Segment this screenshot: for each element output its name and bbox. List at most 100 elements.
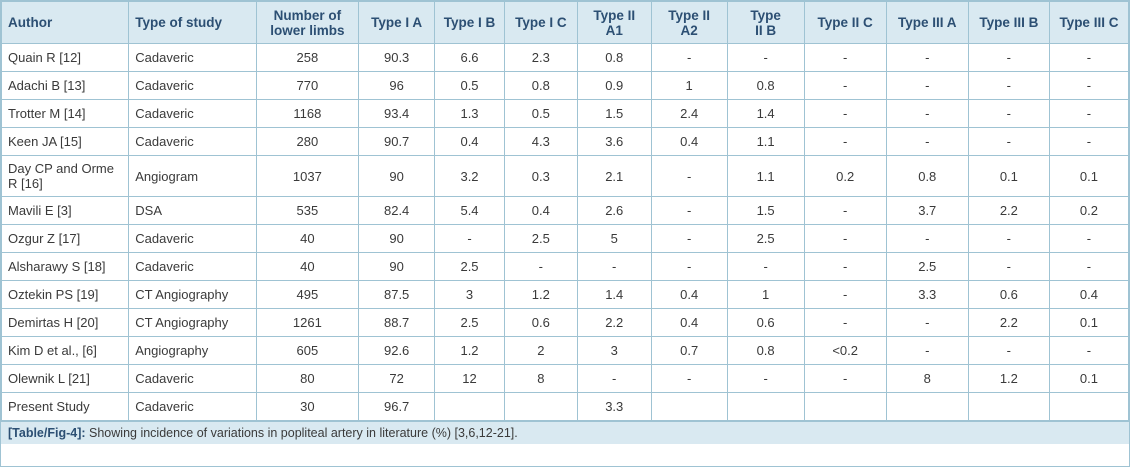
value-cell: - xyxy=(885,43,969,72)
table-row: Alsharawy S [18] Cadaveric 40 90 2.5- - - - -2.5… xyxy=(0,252,1130,281)
study-type-cell: CT Angiography xyxy=(128,308,257,337)
value-cell: 3.7 xyxy=(885,196,969,225)
value-cell: 93.4 xyxy=(358,99,436,128)
value-cell: - xyxy=(967,336,1050,365)
table-header: Author Type of study Number of lower limbs T… xyxy=(0,1,1130,44)
value-cell: 3.6 xyxy=(576,127,652,156)
value-cell: - xyxy=(1048,71,1130,100)
value-cell: - xyxy=(885,127,969,156)
value-cell: 2.5 xyxy=(503,224,578,253)
value-cell: - xyxy=(885,99,969,128)
value-cell: 72 xyxy=(358,364,436,393)
value-cell: - xyxy=(803,99,887,128)
value-cell: 280 xyxy=(255,127,360,156)
value-cell: - xyxy=(576,252,652,281)
value-cell: 605 xyxy=(255,336,360,365)
study-type-cell: Angiography xyxy=(128,336,257,365)
value-cell: 12 xyxy=(434,364,505,393)
value-cell: 2.4 xyxy=(650,99,728,128)
column-header-line: A2 xyxy=(680,22,698,38)
value-cell: - xyxy=(650,196,728,225)
column-header-line: A1 xyxy=(605,22,623,38)
value-cell: 40 xyxy=(255,224,360,253)
author-cell: Oztekin PS [19] xyxy=(0,280,130,309)
value-cell: 0.4 xyxy=(650,280,728,309)
value-cell: 2 xyxy=(503,336,578,365)
value-cell: 1 xyxy=(726,280,805,309)
value-cell: - xyxy=(803,224,887,253)
value-cell: 0.5 xyxy=(503,99,578,128)
value-cell: - xyxy=(803,252,887,281)
value-cell: 0.7 xyxy=(650,336,728,365)
value-cell: 0.9 xyxy=(576,71,652,100)
column-header-line: Type III C xyxy=(1059,15,1119,30)
value-cell: 0.4 xyxy=(434,127,505,156)
value-cell: - xyxy=(576,364,652,393)
value-cell: - xyxy=(967,71,1050,100)
value-cell xyxy=(434,392,505,421)
value-cell: 1.5 xyxy=(576,99,652,128)
value-cell: 1.2 xyxy=(434,336,505,365)
table-row: Day CP and Orme R [16] Angiogram 1037 90 3.2… xyxy=(0,155,1130,197)
value-cell: - xyxy=(803,71,887,100)
value-cell: 6.6 xyxy=(434,43,505,72)
variations-table: Author Type of study Number of lower limbs T… xyxy=(0,1,1130,421)
value-cell: 90.7 xyxy=(358,127,436,156)
value-cell: 2.2 xyxy=(967,196,1050,225)
caption-text: Showing incidence of variations in popli… xyxy=(85,426,518,440)
value-cell: 2.2 xyxy=(967,308,1050,337)
table-row: Olewnik L [21] Cadaveric 80 72 12 8- - - -8 1.2 0.… xyxy=(0,364,1130,393)
value-cell: - xyxy=(650,224,728,253)
column-header-line: Type III A xyxy=(898,15,957,30)
value-cell: 82.4 xyxy=(358,196,436,225)
value-cell: 1261 xyxy=(255,308,360,337)
value-cell: 0.5 xyxy=(434,71,505,100)
value-cell: - xyxy=(885,308,969,337)
value-cell: 0.6 xyxy=(967,280,1050,309)
table-row: Demirtas H [20] CT Angiography 1261 88.7 2.5… xyxy=(0,308,1130,337)
column-header: Type II B xyxy=(726,1,805,44)
value-cell: 1.2 xyxy=(503,280,578,309)
value-cell: 2.6 xyxy=(576,196,652,225)
value-cell: 0.8 xyxy=(726,336,805,365)
value-cell: 2.2 xyxy=(576,308,652,337)
author-cell: Keen JA [15] xyxy=(0,127,130,156)
value-cell: 88.7 xyxy=(358,308,436,337)
column-header: Type II A2 xyxy=(650,1,728,44)
column-header-line: Author xyxy=(8,15,53,30)
value-cell: 3.2 xyxy=(434,155,505,197)
value-cell: 0.4 xyxy=(650,308,728,337)
value-cell: 8 xyxy=(503,364,578,393)
study-type-cell: Cadaveric xyxy=(128,224,257,253)
author-cell: Olewnik L [21] xyxy=(0,364,130,393)
author-cell: Mavili E [3] xyxy=(0,196,130,225)
column-header-line: Type I C xyxy=(515,15,567,30)
study-type-cell: Cadaveric xyxy=(128,99,257,128)
value-cell: 535 xyxy=(255,196,360,225)
value-cell: 5.4 xyxy=(434,196,505,225)
value-cell: - xyxy=(803,43,887,72)
study-type-cell: Cadaveric xyxy=(128,392,257,421)
value-cell: 1.5 xyxy=(726,196,805,225)
value-cell: - xyxy=(1048,43,1130,72)
value-cell: - xyxy=(1048,252,1130,281)
column-header-line: Number of xyxy=(273,7,342,23)
table-row: Quain R [12] Cadaveric 258 90.3 6.6 2.3 0.8- - -… xyxy=(0,43,1130,72)
value-cell: 87.5 xyxy=(358,280,436,309)
column-header: Type III C xyxy=(1048,1,1130,44)
value-cell: - xyxy=(1048,224,1130,253)
author-cell: Trotter M [14] xyxy=(0,99,130,128)
value-cell: 0.8 xyxy=(576,43,652,72)
value-cell: - xyxy=(885,336,969,365)
column-header: Type I C xyxy=(503,1,578,44)
caption-label: [Table/Fig-4]: xyxy=(8,426,86,440)
column-header-line: lower limbs xyxy=(270,22,345,38)
value-cell: 4.3 xyxy=(503,127,578,156)
value-cell: - xyxy=(885,224,969,253)
column-header: Type III A xyxy=(885,1,969,44)
value-cell: 0.8 xyxy=(885,155,969,197)
author-cell: Adachi B [13] xyxy=(0,71,130,100)
column-header-line: Type I B xyxy=(443,15,496,30)
value-cell: 0.2 xyxy=(1048,196,1130,225)
column-header: Author xyxy=(0,1,130,44)
